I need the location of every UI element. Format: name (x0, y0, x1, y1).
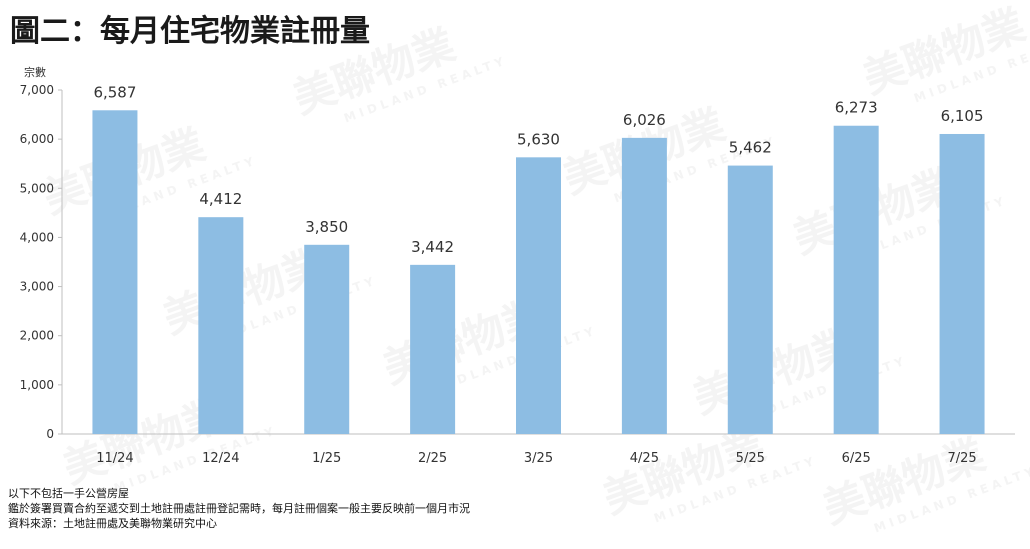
y-tick-label: 7,000 (20, 83, 54, 97)
x-tick-label: 4/25 (630, 451, 659, 466)
y-tick-label: 1,000 (20, 378, 54, 392)
bar-chart: 宗數 0 1,000 2,000 3,000 4,000 5,000 6,000 7,000 6,… (20, 65, 1015, 466)
bar (410, 264, 456, 434)
x-tick-label: 2/25 (418, 451, 447, 466)
y-tick-label: 4,000 (20, 230, 54, 244)
x-tick-label: 1/25 (312, 451, 341, 466)
y-tick-label: 6,000 (20, 132, 54, 146)
page-title: 圖二：每月住宅物業註冊量 (10, 14, 370, 49)
bar (304, 244, 350, 434)
x-tick-label: 11/24 (96, 451, 133, 466)
x-tick-label: 5/25 (736, 451, 765, 466)
x-tick-label: 7/25 (947, 451, 976, 466)
data-label: 6,273 (835, 99, 878, 117)
data-label: 3,442 (411, 238, 454, 256)
data-label: 6,105 (941, 107, 984, 125)
data-label: 6,587 (93, 83, 136, 101)
data-label: 6,026 (623, 111, 666, 129)
footnotes: 以下不包括一手公營房屋 鑑於簽署買賣合約至遞交到土地註冊處註冊登記需時，每月註冊… (8, 486, 470, 531)
y-tick-label: 3,000 (20, 280, 54, 294)
bar (516, 157, 561, 434)
bar (727, 165, 773, 434)
x-tick-label: 3/25 (524, 451, 553, 466)
y-axis-label: 宗數 (24, 65, 46, 79)
bar (833, 125, 879, 434)
y-tick-label: 0 (46, 427, 54, 441)
bar (92, 110, 138, 435)
data-label: 3,850 (305, 218, 348, 236)
y-tick-label: 2,000 (20, 329, 54, 343)
footnote: 資料來源：土地註冊處及美聯物業研究中心 (8, 517, 217, 530)
x-tick-label: 6/25 (842, 451, 871, 466)
data-label: 4,412 (199, 190, 242, 208)
footnote: 以下不包括一手公營房屋 (8, 487, 129, 500)
data-label: 5,630 (517, 130, 560, 148)
x-tick-label: 12/24 (202, 451, 239, 466)
bar (939, 133, 985, 435)
footnote: 鑑於簽署買賣合約至遞交到土地註冊處註冊登記需時，每月註冊個案一般主要反映前一個月… (8, 502, 470, 515)
data-label: 5,462 (729, 139, 772, 157)
bar (621, 137, 667, 434)
y-tick-label: 5,000 (20, 181, 54, 195)
bar (198, 217, 244, 434)
